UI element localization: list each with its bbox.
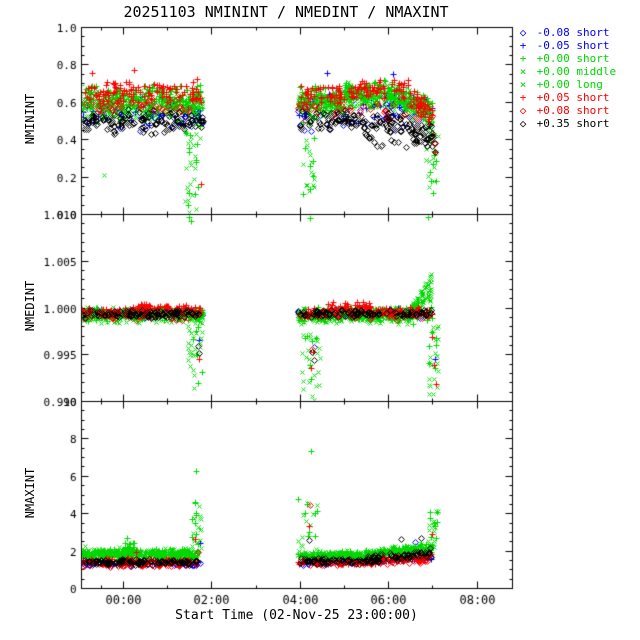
red-d-icon: ◇	[519, 104, 527, 117]
legend-item-3: × +0.00 middle	[516, 65, 616, 78]
y-axis-label-nminint: NMININT	[23, 93, 37, 145]
legend-item-6: ◇ +0.08 short	[516, 104, 616, 117]
legend-item-2: + +0.00 short	[516, 52, 616, 65]
blue-p-icon: +	[519, 39, 527, 52]
legend-label: +0.00 middle	[530, 65, 617, 78]
legend-item-4: × +0.00 long	[516, 78, 616, 91]
y-axis-label-nmedint: NMEDINT	[23, 280, 37, 332]
x-axis-label: Start Time (02-Nov-25 23:00:00)	[175, 608, 418, 623]
legend-item-1: + -0.05 short	[516, 39, 616, 52]
green-x-icon: ×	[519, 78, 527, 91]
green-p-icon: +	[519, 52, 527, 65]
red-p-icon: +	[519, 91, 527, 104]
legend: ◇ -0.08 short + -0.05 short + +0.00 short ×…	[516, 26, 616, 130]
legend-label: +0.35 short	[530, 117, 610, 130]
y-axis-label-nmaxint: NMAXINT	[23, 467, 37, 519]
legend-label: -0.05 short	[530, 39, 610, 52]
black-d-icon: ◇	[519, 117, 527, 130]
legend-item-5: + +0.05 short	[516, 91, 616, 104]
legend-label: +0.08 short	[530, 104, 610, 117]
green-x-icon: ×	[519, 65, 527, 78]
legend-item-0: ◇ -0.08 short	[516, 26, 616, 39]
legend-label: -0.08 short	[530, 26, 610, 39]
legend-label: +0.00 short	[530, 52, 610, 65]
legend-label: +0.00 long	[530, 78, 603, 91]
page-title: 20251103 NMININT / NMEDINT / NMAXINT	[123, 3, 449, 21]
legend-label: +0.05 short	[530, 91, 610, 104]
blue-d-icon: ◇	[519, 26, 527, 39]
legend-item-7: ◇ +0.35 short	[516, 117, 616, 130]
